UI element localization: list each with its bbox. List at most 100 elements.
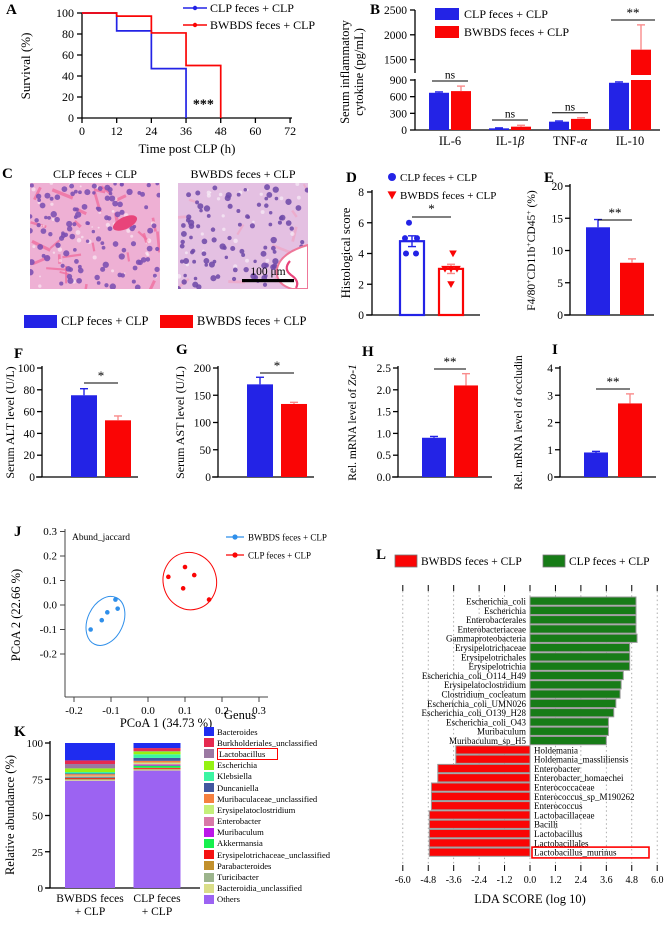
svg-text:4: 4 xyxy=(358,249,364,261)
genus-label: Duncaniella xyxy=(217,782,259,793)
svg-text:0.1: 0.1 xyxy=(43,575,57,587)
bar xyxy=(489,128,509,130)
bar xyxy=(71,395,97,477)
svg-text:100: 100 xyxy=(56,6,74,20)
bar xyxy=(454,385,478,477)
svg-text:TNF-α: TNF-α xyxy=(553,134,588,148)
blue-swatch xyxy=(24,315,57,328)
svg-text:100: 100 xyxy=(27,738,44,750)
lda-bar xyxy=(437,773,531,783)
stack-segment xyxy=(65,772,115,774)
svg-text:CLP feces + CLP: CLP feces + CLP xyxy=(248,551,311,561)
svg-text:24: 24 xyxy=(145,124,157,138)
svg-text:0.3: 0.3 xyxy=(252,705,266,717)
stack-segment xyxy=(65,778,115,780)
stack-segment xyxy=(133,751,181,755)
lda-bar xyxy=(455,754,531,764)
lda-bar xyxy=(529,652,631,662)
genus-legend-item: Bacteroides xyxy=(204,726,338,737)
panel-letter-g: G xyxy=(176,342,188,358)
scatter-point xyxy=(191,572,197,578)
svg-text:1.5: 1.5 xyxy=(377,407,392,419)
svg-text:0.0: 0.0 xyxy=(141,705,155,717)
scatter-point xyxy=(113,597,118,602)
svg-text:2.4: 2.4 xyxy=(575,875,588,886)
svg-text:-1.2: -1.2 xyxy=(497,875,513,886)
svg-text:2: 2 xyxy=(358,279,364,291)
genus-legend-item: Duncaniella xyxy=(204,782,338,793)
svg-text:Holdemania_massliliensis: Holdemania_massliliensis xyxy=(534,755,629,765)
genus-swatch xyxy=(204,794,214,804)
bar xyxy=(437,267,465,317)
svg-text:Histological score: Histological score xyxy=(340,207,353,298)
genus-swatch xyxy=(204,838,214,848)
svg-text:-0.1: -0.1 xyxy=(102,705,119,717)
circle-point xyxy=(413,250,419,257)
stack-segment xyxy=(133,768,181,770)
svg-text:Enterobacter: Enterobacter xyxy=(534,764,580,774)
scatter-point xyxy=(99,617,105,623)
svg-text:2.0: 2.0 xyxy=(377,385,392,397)
circle-point xyxy=(414,235,420,242)
svg-text:75: 75 xyxy=(32,774,44,786)
svg-text:80: 80 xyxy=(62,27,74,41)
svg-text:-0.2: -0.2 xyxy=(40,649,57,661)
scatter-point xyxy=(88,627,93,632)
svg-text:ns: ns xyxy=(505,109,516,121)
svg-text:1: 1 xyxy=(547,445,553,457)
svg-text:**: ** xyxy=(609,205,622,220)
svg-text:BWBDS feces + CLP: BWBDS feces + CLP xyxy=(400,190,496,202)
genus-legend-item: Klebsiella xyxy=(204,771,338,782)
svg-text:15: 15 xyxy=(552,213,564,225)
panel-letter-c: C xyxy=(2,166,13,182)
bar xyxy=(631,49,651,75)
alt-chart: 0 20 40 60 80 100 * Serum ALT level (U/L) xyxy=(3,363,138,484)
svg-text:BWBDS feces + CLP: BWBDS feces + CLP xyxy=(248,533,327,543)
svg-text:60: 60 xyxy=(62,48,74,62)
lda-bar xyxy=(428,847,531,857)
panel-letter-j: J xyxy=(14,524,22,540)
svg-text:IL-1β: IL-1β xyxy=(496,134,525,148)
triangle-point xyxy=(441,265,449,273)
stack-segment xyxy=(133,757,181,761)
svg-text:100 μm: 100 μm xyxy=(250,266,285,278)
pcoa-chart: -0.2 -0.1 0.0 0.1 0.2 0.3 0.3 0.2 0.1 0.0 -0.1 -0.2… xyxy=(9,526,327,730)
stack-segment xyxy=(65,773,115,775)
svg-text:***: *** xyxy=(193,98,214,113)
svg-text:*: * xyxy=(428,201,435,216)
svg-text:48: 48 xyxy=(215,124,227,138)
svg-text:-3.6: -3.6 xyxy=(446,875,462,886)
svg-text:4: 4 xyxy=(547,363,553,375)
stack-segment xyxy=(65,764,115,769)
genus-swatch xyxy=(204,883,214,893)
lda-bar xyxy=(529,717,609,727)
stack-segment xyxy=(133,754,181,758)
circle-point xyxy=(406,219,412,226)
scatter-point xyxy=(166,574,171,580)
triangle-point xyxy=(447,265,455,273)
lda-bar xyxy=(529,708,615,718)
lda-bar xyxy=(529,624,637,634)
stack-segment xyxy=(65,760,115,765)
svg-text:cytokine (pg/mL): cytokine (pg/mL) xyxy=(352,28,366,116)
svg-text:0.0: 0.0 xyxy=(524,875,537,886)
svg-text:**: ** xyxy=(444,354,457,369)
svg-text:12: 12 xyxy=(111,124,123,138)
genus-legend-item: Akkermansia xyxy=(204,838,338,849)
stack-segment xyxy=(65,776,115,778)
genus-legend-item: Others xyxy=(204,894,338,905)
svg-text:Rel. mRNA level of occludin: Rel. mRNA level of occludin xyxy=(513,355,525,490)
panel-letter-i: I xyxy=(552,342,558,358)
svg-text:25: 25 xyxy=(32,847,44,859)
genus-label: Erysipelatoclostridium xyxy=(217,804,296,815)
svg-text:Holdemania: Holdemania xyxy=(534,745,578,755)
genus-legend-item: Muribaculaceae_unclassified xyxy=(204,793,338,804)
lda-bar xyxy=(529,726,609,736)
lda-bar xyxy=(529,643,631,653)
genus-label: Bacteroides xyxy=(217,726,258,737)
svg-text:F4/80+CD11b+CD45+ (%): F4/80+CD11b+CD45+ (%) xyxy=(524,190,538,311)
stack-segment xyxy=(65,774,115,776)
genus-swatch xyxy=(204,749,214,759)
cluster-ellipse xyxy=(162,551,218,611)
genus-label: Escherichia xyxy=(217,760,258,771)
